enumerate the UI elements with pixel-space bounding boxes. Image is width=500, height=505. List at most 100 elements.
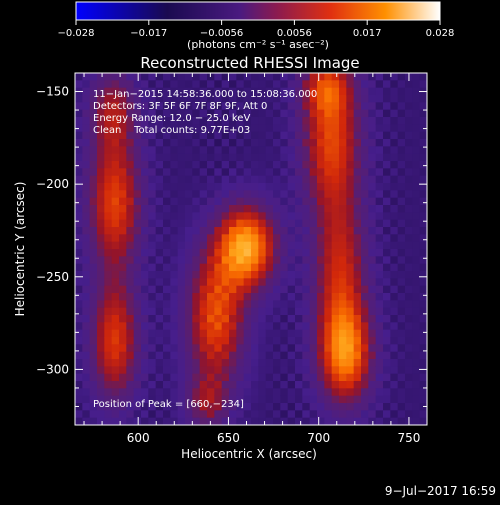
- heatmap-cell: [170, 161, 179, 169]
- heatmap-cell: [82, 87, 91, 96]
- heatmap-cell: [251, 146, 259, 155]
- annotation-time: 11−Jan−2015 14:58:36.000 to 15:08:36.000: [93, 89, 317, 100]
- heatmap-cell: [236, 102, 245, 111]
- heatmap-cell: [163, 183, 171, 191]
- heatmap-cell: [126, 395, 135, 404]
- heatmap-cell: [229, 388, 237, 397]
- heatmap-cell: [236, 285, 245, 294]
- heatmap-cell: [331, 175, 340, 184]
- heatmap-cell: [104, 131, 113, 140]
- heatmap-cell: [126, 146, 135, 155]
- heatmap-cell: [412, 153, 421, 162]
- heatmap-cell: [177, 315, 186, 323]
- heatmap-cell: [243, 95, 252, 103]
- heatmap-cell: [141, 271, 149, 279]
- colorbar-tick-label: −0.028: [57, 28, 94, 39]
- heatmap-cell: [163, 263, 171, 272]
- heatmap-cell: [383, 329, 391, 338]
- heatmap-cell: [82, 373, 91, 382]
- heatmap-cell: [397, 73, 406, 81]
- heatmap-cell: [229, 351, 237, 360]
- heatmap-cell: [221, 307, 230, 316]
- heatmap-cell: [177, 153, 186, 162]
- heatmap-cell: [346, 403, 355, 411]
- heatmap-cell: [368, 300, 377, 309]
- heatmap-cell: [214, 212, 223, 221]
- heatmap-cell: [148, 417, 157, 426]
- heatmap-cell: [221, 197, 230, 206]
- heatmap-cell: [361, 219, 369, 228]
- heatmap-cell: [346, 329, 355, 338]
- heatmap-cell: [405, 329, 413, 338]
- heatmap-cell: [199, 285, 208, 294]
- heatmap-cell: [207, 241, 215, 250]
- heatmap-cell: [390, 410, 399, 419]
- heatmap-cell: [265, 329, 274, 338]
- heatmap-cell: [317, 395, 325, 404]
- heatmap-cell: [295, 117, 303, 125]
- heatmap-cell: [412, 315, 421, 323]
- heatmap-cell: [412, 117, 421, 125]
- heatmap-cell: [309, 234, 318, 243]
- heatmap-cell: [324, 168, 333, 177]
- heatmap-cell: [324, 102, 333, 111]
- heatmap-cell: [317, 161, 325, 169]
- heatmap-cell: [104, 315, 113, 323]
- heatmap-cell: [353, 234, 362, 243]
- heatmap-cell: [141, 307, 149, 316]
- heatmap-cell: [126, 197, 135, 206]
- heatmap-cell: [251, 359, 259, 367]
- heatmap-cell: [199, 124, 208, 133]
- heatmap-cell: [170, 271, 179, 279]
- heatmap-cell: [353, 351, 362, 360]
- heatmap-cell: [339, 227, 347, 235]
- heatmap-cell: [133, 256, 142, 265]
- heatmap-cell: [97, 102, 105, 111]
- heatmap-cell: [287, 87, 296, 96]
- x-tick-label: 650: [217, 431, 240, 445]
- heatmap-cell: [199, 117, 208, 125]
- heatmap-cell: [317, 109, 325, 118]
- heatmap-cell: [192, 168, 201, 177]
- heatmap-cell: [133, 322, 142, 331]
- heatmap-cell: [185, 205, 193, 213]
- heatmap-cell: [324, 109, 333, 118]
- heatmap-cell: [375, 381, 384, 389]
- heatmap-cell: [119, 410, 127, 419]
- heatmap-cell: [317, 329, 325, 338]
- heatmap-cell: [163, 205, 171, 213]
- heatmap-cell: [214, 351, 223, 360]
- heatmap-cell: [412, 227, 421, 235]
- heatmap-cell: [419, 395, 428, 404]
- heatmap-cell: [405, 381, 413, 389]
- heatmap-cell: [302, 161, 311, 169]
- heatmap-cell: [89, 168, 98, 177]
- heatmap-cell: [229, 212, 237, 221]
- heatmap-cell: [163, 124, 171, 133]
- heatmap-cell: [331, 410, 340, 419]
- heatmap-cell: [412, 190, 421, 199]
- heatmap-cell: [295, 271, 303, 279]
- heatmap-cell: [251, 351, 259, 360]
- heatmap-cell: [405, 271, 413, 279]
- heatmap-cell: [97, 131, 105, 140]
- heatmap-cell: [221, 366, 230, 375]
- heatmap-cell: [375, 263, 384, 272]
- heatmap-cell: [353, 278, 362, 287]
- heatmap-cell: [119, 124, 127, 133]
- heatmap-cell: [221, 205, 230, 213]
- heatmap-cell: [353, 381, 362, 389]
- heatmap-cell: [295, 73, 303, 81]
- heatmap-cell: [163, 322, 171, 331]
- heatmap-cell: [126, 359, 135, 367]
- heatmap-cell: [317, 227, 325, 235]
- heatmap-cell: [405, 249, 413, 257]
- heatmap-cell: [170, 278, 179, 287]
- heatmap-cell: [97, 315, 105, 323]
- heatmap-cell: [192, 234, 201, 243]
- heatmap-cell: [353, 388, 362, 397]
- heatmap-cell: [75, 351, 83, 360]
- heatmap-cell: [280, 219, 289, 228]
- heatmap-cell: [148, 95, 157, 103]
- heatmap-cell: [353, 197, 362, 206]
